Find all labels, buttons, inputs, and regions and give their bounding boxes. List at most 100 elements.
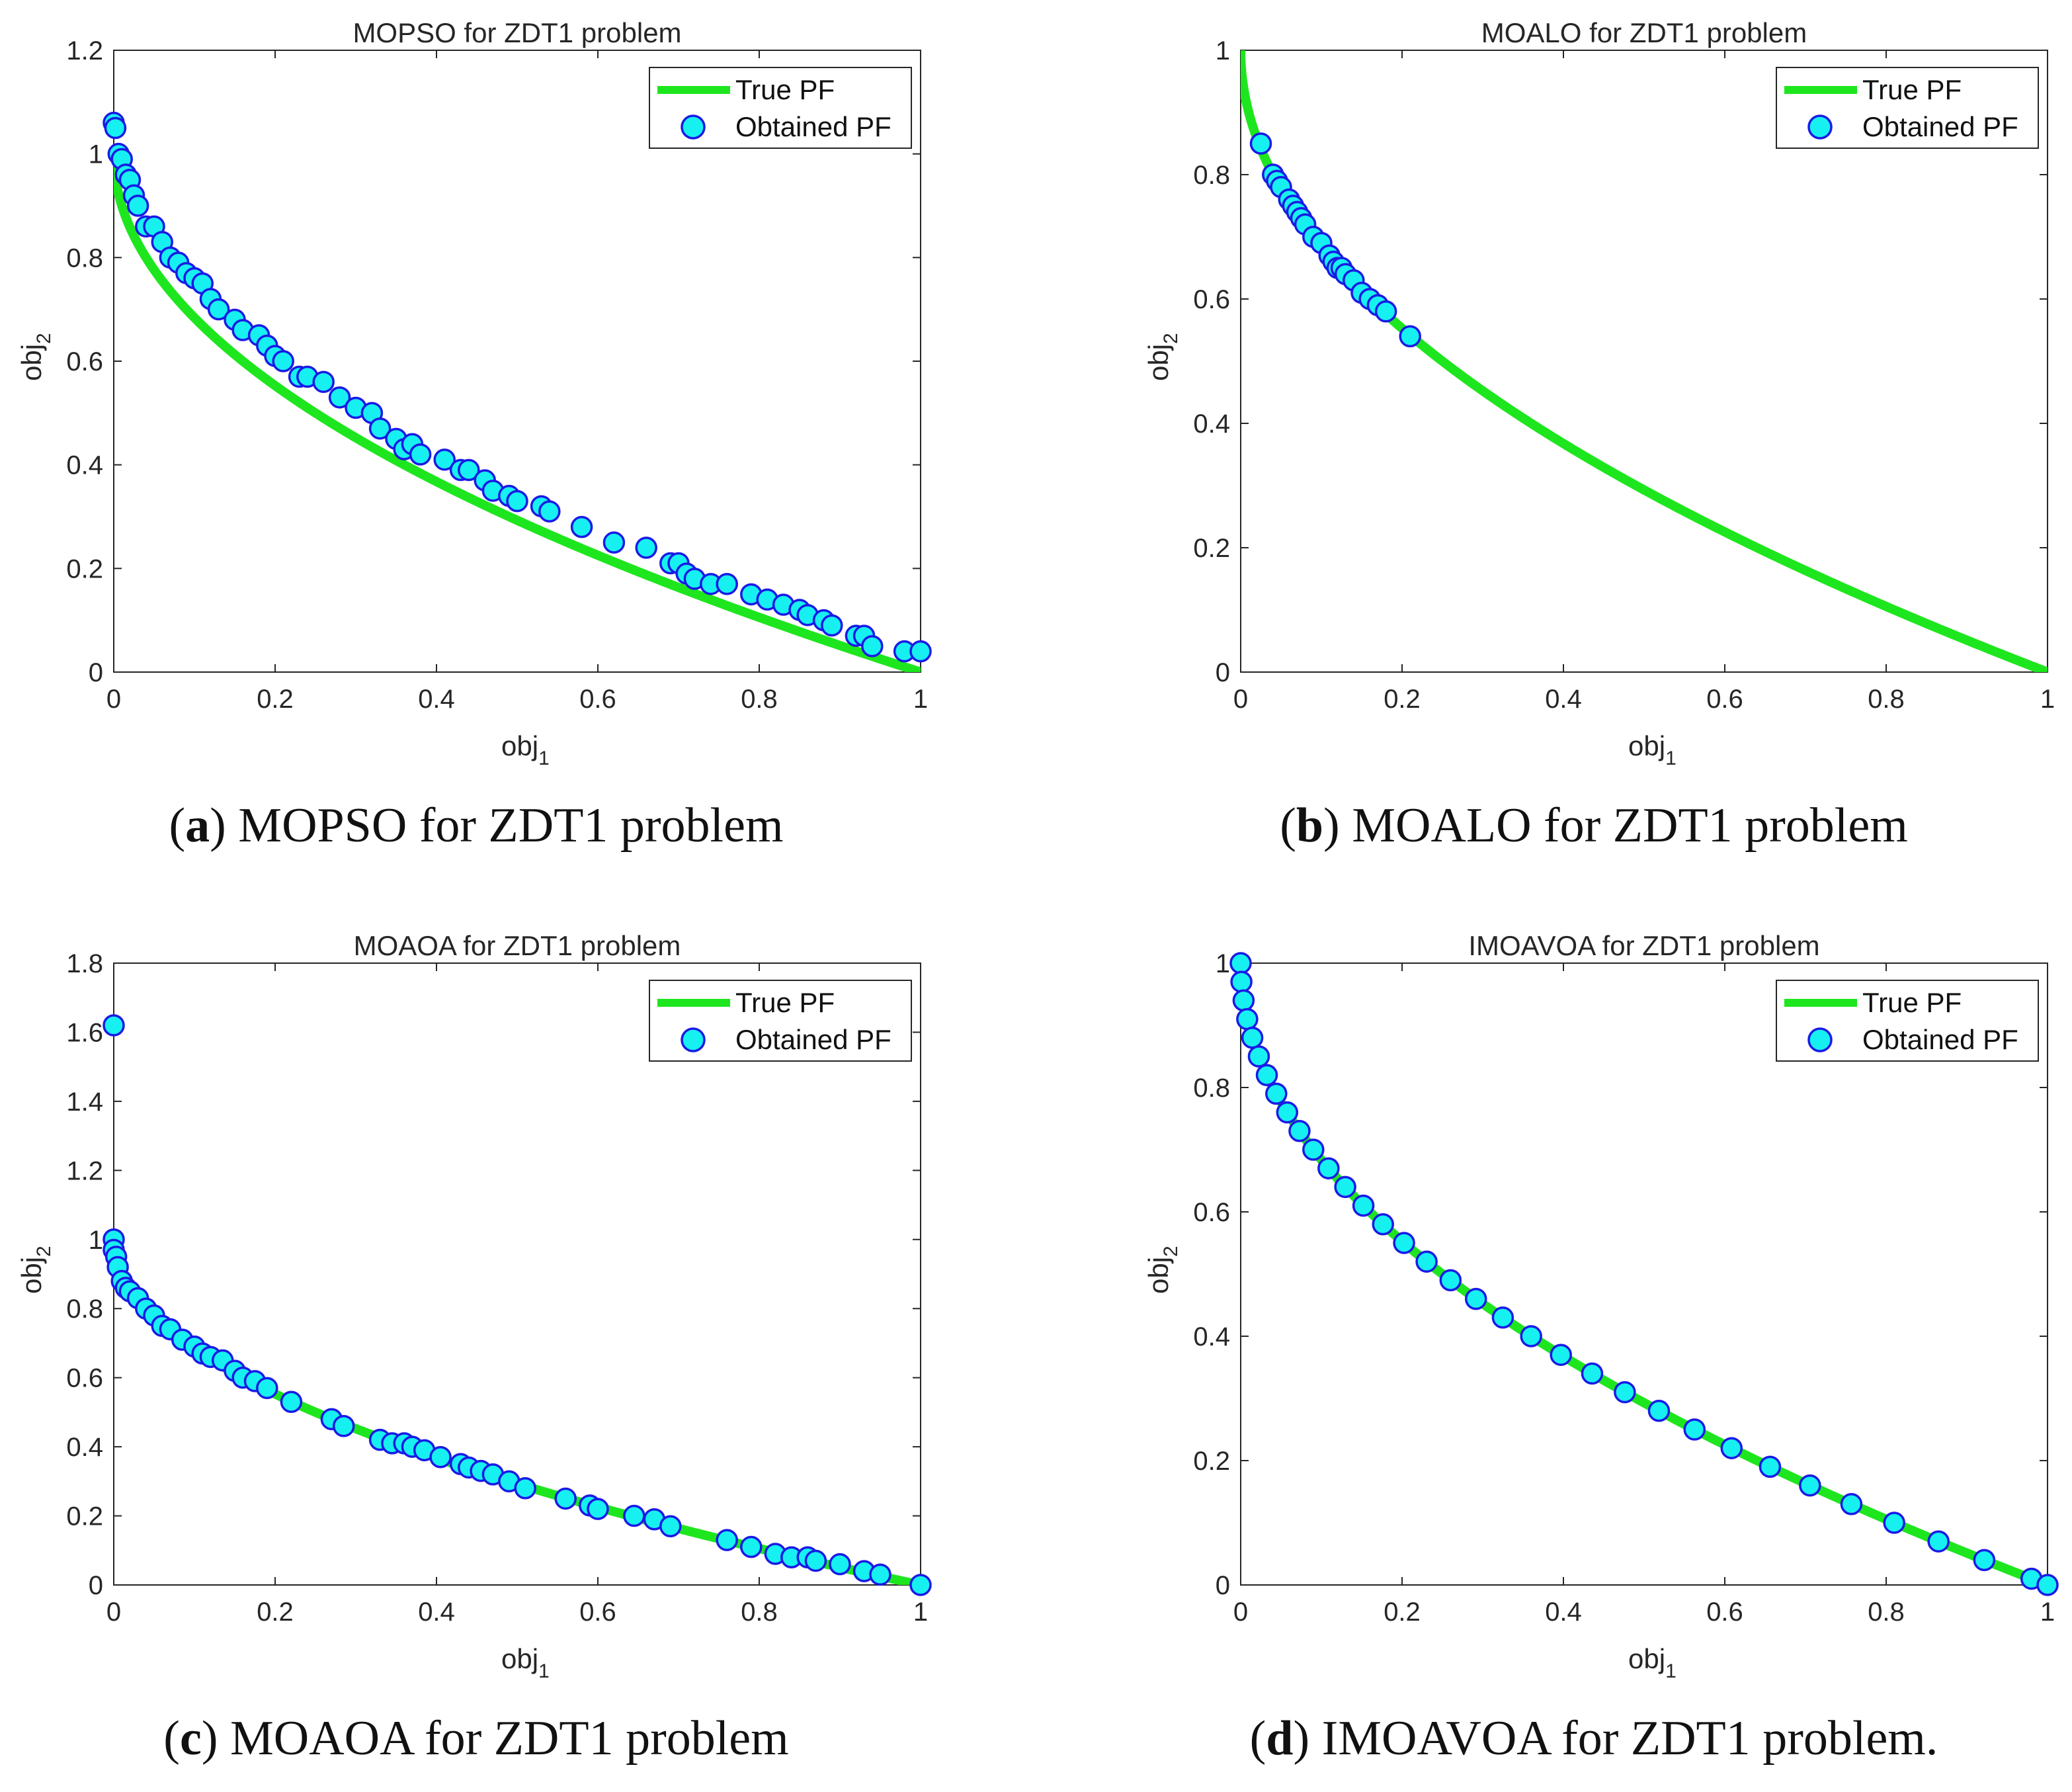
- obtained-pf-point: [280, 1390, 303, 1413]
- obtained-pf-point: [1352, 1194, 1375, 1217]
- obtained-pf-point: [1927, 1530, 1950, 1553]
- x-tick-label: 1: [2040, 1598, 2055, 1627]
- legend: True PF Obtained PF: [649, 67, 912, 149]
- obtained-pf-point: [1550, 1344, 1572, 1366]
- obtained-pf-point: [1372, 1213, 1394, 1236]
- y-tick-label: 0.8: [66, 1295, 103, 1324]
- chart-title: MOALO for ZDT1 problem: [1481, 17, 1807, 48]
- obtained-pf-point: [1276, 1101, 1299, 1124]
- obtained-pf-point: [1302, 1138, 1325, 1161]
- legend-obtained-pf-label: Obtained PF: [1862, 1024, 2018, 1055]
- x-tick-label: 1: [2040, 685, 2055, 714]
- obtained-pf-point: [909, 640, 932, 663]
- obtained-pf-point: [458, 458, 480, 482]
- panel-a: MOPSO for ZDT1 problem 0 0.2 0.4 0.6 0.8 1 0 0.2…: [16, 17, 932, 853]
- x-tick-label: 1: [913, 1598, 928, 1627]
- obtained-pf-point: [328, 386, 351, 409]
- y-tick-label: 1: [1216, 949, 1230, 978]
- obtained-pf-point: [104, 116, 127, 140]
- legend-obtained-pf-label: Obtained PF: [1862, 111, 2018, 142]
- x-tick-label: 0.6: [579, 685, 616, 714]
- y-axis-label: obj2: [16, 333, 55, 381]
- obtained-pf-point: [909, 1574, 932, 1596]
- obtained-pf-point: [1840, 1493, 1863, 1515]
- obtained-pf-point: [538, 500, 561, 523]
- x-tick-label: 0.6: [579, 1598, 616, 1627]
- panel-caption: (a) MOPSO for ZDT1 problem: [169, 798, 783, 853]
- x-tick-label: 0.8: [1868, 685, 1905, 714]
- x-axis-label: obj1: [1628, 1643, 1677, 1682]
- obtained-pf-point: [869, 1563, 891, 1586]
- obtained-pf-point: [332, 1415, 355, 1437]
- y-axis-label: obj2: [1143, 333, 1182, 381]
- legend-marker-swatch: [1807, 114, 1833, 140]
- legend-obtained-pf-label: Obtained PF: [735, 1024, 891, 1055]
- y-tick-label: 0.2: [66, 1502, 103, 1531]
- y-tick-label: 0: [1216, 1571, 1230, 1600]
- obtained-pf-point: [312, 370, 335, 394]
- obtained-pf-point: [1399, 325, 1421, 348]
- x-tick-label: 0.6: [1706, 1598, 1743, 1627]
- panel-caption: (b) MOALO for ZDT1 problem: [1280, 798, 1908, 853]
- y-tick-label: 0.4: [66, 451, 103, 480]
- obtained-pf-point: [429, 1446, 452, 1469]
- obtained-pf-point: [716, 573, 738, 595]
- legend: True PF Obtained PF: [1776, 980, 2039, 1062]
- obtained-pf-point: [1439, 1269, 1462, 1292]
- obtained-pf-point: [1581, 1362, 1604, 1385]
- obtained-pf-point: [1759, 1455, 1782, 1478]
- obtained-pf-point: [1265, 1082, 1288, 1105]
- obtained-pf-point: [1415, 1250, 1438, 1273]
- y-tick-label: 1.2: [66, 36, 103, 65]
- x-tick-label: 0: [106, 1598, 121, 1627]
- obtained-pf-point: [1883, 1512, 1905, 1534]
- plot-area: [1240, 962, 2048, 1586]
- obtained-pf-point: [433, 448, 456, 471]
- x-tick-label: 0.2: [1384, 685, 1421, 714]
- obtained-pf-point: [716, 1529, 738, 1551]
- obtained-pf-point: [1334, 1175, 1356, 1199]
- plot-area: [1240, 50, 2048, 673]
- obtained-pf-point: [1647, 1400, 1671, 1422]
- y-tick-label: 1: [1216, 36, 1230, 65]
- obtained-pf-point: [126, 194, 149, 217]
- y-tick-label: 0: [89, 658, 103, 687]
- y-axis-label: obj2: [16, 1246, 55, 1294]
- obtained-pf-point: [659, 1515, 682, 1537]
- obtained-pf-point: [821, 614, 843, 637]
- obtained-pf-point: [1491, 1306, 1514, 1329]
- obtained-pf-point: [368, 417, 392, 440]
- panel-caption: (d) IMOAVOA for ZDT1 problem.: [1250, 1711, 1938, 1766]
- obtained-pf-point: [1241, 1027, 1264, 1049]
- x-tick-label: 0.4: [418, 685, 455, 714]
- obtained-pf-point: [1232, 989, 1255, 1012]
- y-tick-label: 1: [89, 140, 103, 169]
- x-tick-label: 0.4: [1545, 1598, 1582, 1627]
- obtained-pf-point: [570, 515, 593, 538]
- y-tick-label: 1: [89, 1226, 103, 1255]
- obtained-pf-point: [1683, 1418, 1706, 1441]
- obtained-pf-point: [623, 1504, 645, 1527]
- x-tick-label: 0.8: [741, 1598, 778, 1627]
- obtained-pf-point: [1236, 1007, 1259, 1031]
- obtained-pf-point: [635, 536, 657, 559]
- y-tick-label: 0.8: [66, 243, 103, 273]
- y-tick-label: 0: [89, 1571, 103, 1600]
- legend-true-pf-label: True PF: [735, 74, 835, 105]
- y-tick-label: 0.6: [66, 1364, 103, 1393]
- obtained-pf-point: [804, 1549, 827, 1572]
- chart-title: MOAOA for ZDT1 problem: [354, 930, 681, 961]
- legend-true-pf-label: True PF: [735, 987, 835, 1018]
- x-tick-label: 1: [913, 685, 928, 714]
- legend-true-pf-label: True PF: [1862, 987, 1962, 1018]
- obtained-pf-point: [1393, 1232, 1415, 1254]
- obtained-pf-point: [2036, 1574, 2059, 1596]
- y-tick-label: 0.4: [1193, 409, 1230, 439]
- obtained-pf-point: [1973, 1549, 1996, 1572]
- legend: True PF Obtained PF: [649, 980, 912, 1062]
- panel-caption: (c) MOAOA for ZDT1 problem: [163, 1711, 788, 1766]
- y-tick-label: 1.6: [66, 1018, 103, 1047]
- obtained-pf-point: [1614, 1381, 1636, 1404]
- chart-title: MOPSO for ZDT1 problem: [352, 17, 681, 48]
- x-tick-label: 0.2: [257, 685, 294, 714]
